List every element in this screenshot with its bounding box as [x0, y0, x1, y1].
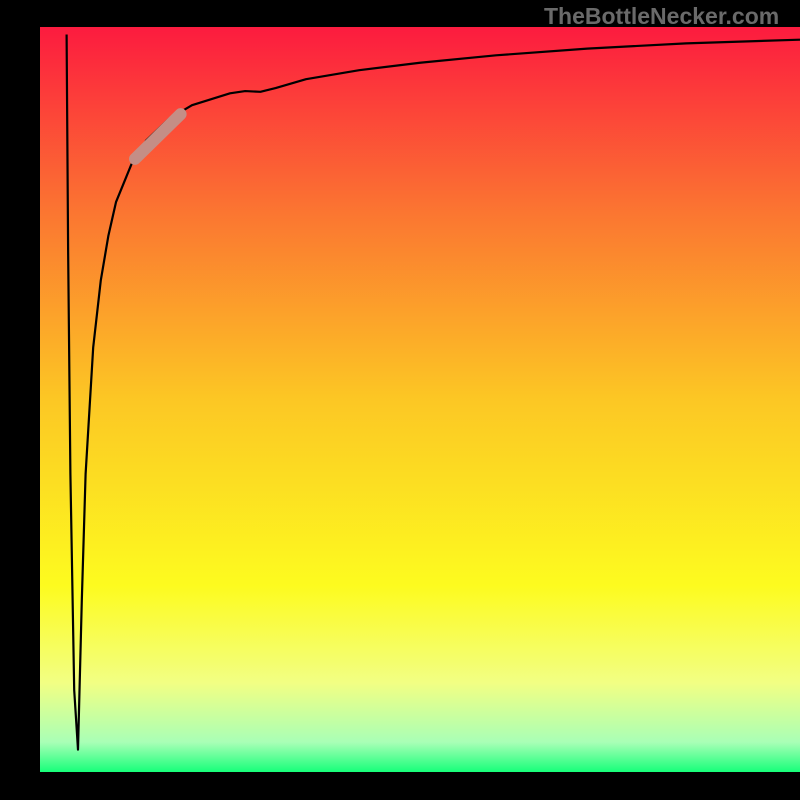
watermark-text: TheBottleNecker.com: [544, 3, 779, 30]
chart-container: TheBottleNecker.com: [0, 0, 800, 800]
curve-layer: [0, 0, 800, 800]
